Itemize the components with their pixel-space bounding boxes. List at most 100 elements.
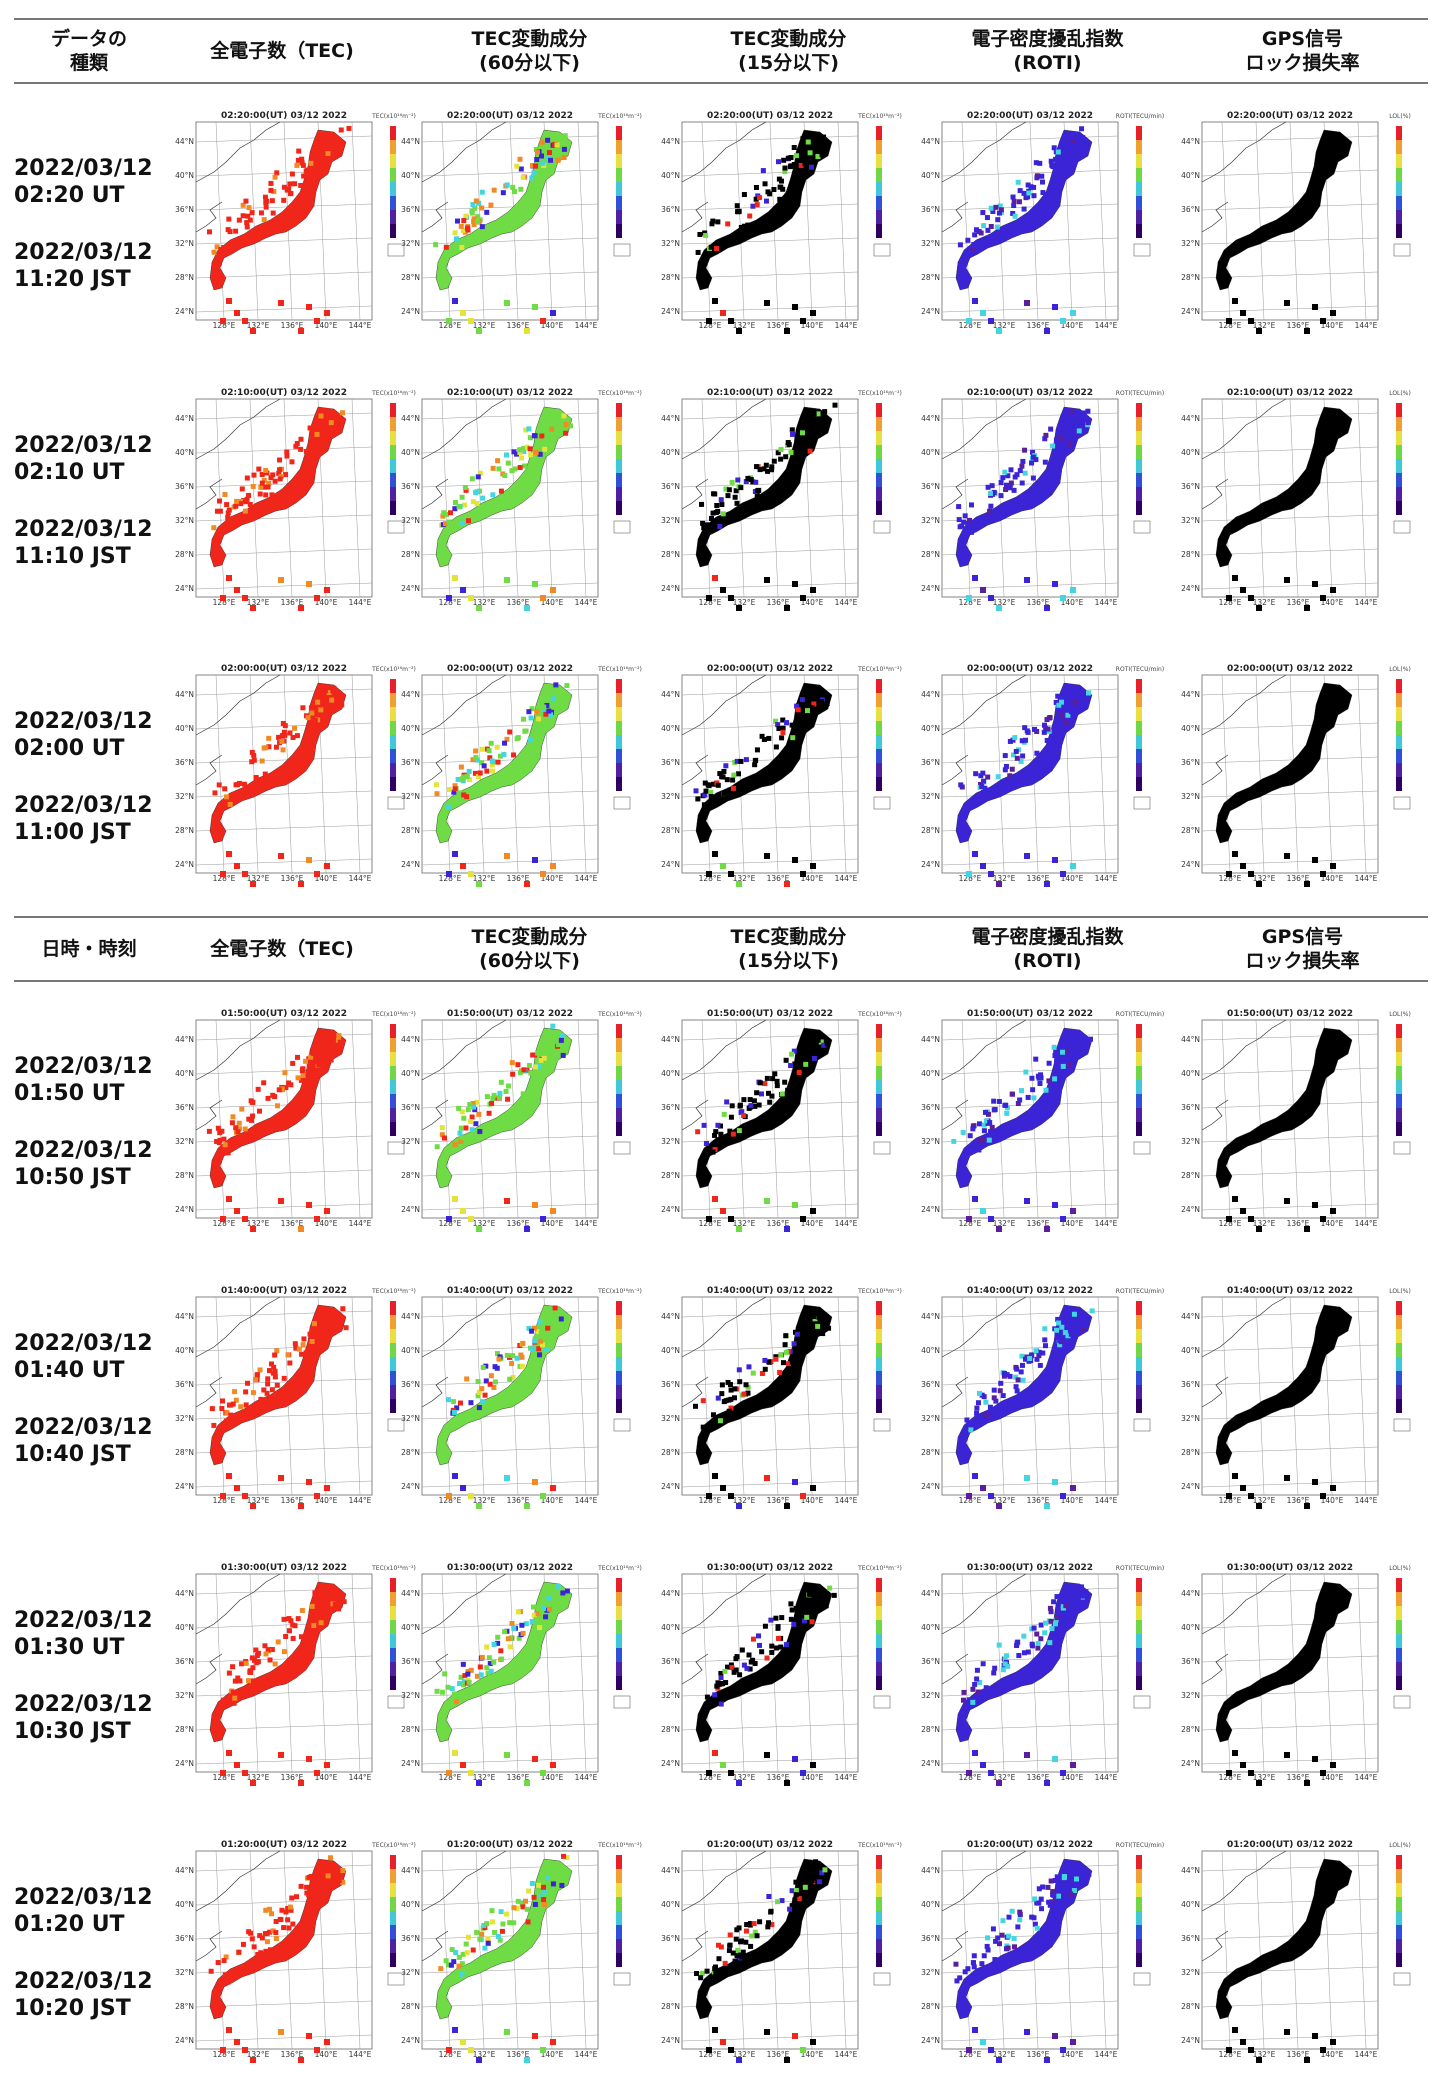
data-cell <box>1070 863 1076 869</box>
data-cell <box>810 2039 816 2045</box>
data-cell <box>961 1689 967 1695</box>
lon-tick: 128°E <box>213 1219 236 1228</box>
data-cell <box>298 182 304 188</box>
data-cell <box>1067 1595 1073 1601</box>
data-cell <box>736 1780 742 1786</box>
data-cell <box>315 166 321 172</box>
colorbar-segment <box>390 459 396 473</box>
data-cell <box>343 1325 349 1331</box>
coastline <box>1201 1019 1287 1081</box>
data-cell <box>520 1904 526 1910</box>
data-cell <box>1051 1892 1057 1898</box>
data-cell <box>971 1953 977 1959</box>
data-cell <box>1248 871 1254 877</box>
data-cell <box>314 1059 320 1065</box>
data-cell <box>806 703 812 709</box>
lon-tick: 128°E <box>439 321 462 330</box>
grid-line <box>195 1587 373 1595</box>
data-cell <box>1034 1925 1040 1931</box>
lat-tick: 36°N <box>175 1934 194 1943</box>
grid-line <box>421 1412 599 1420</box>
data-cell <box>263 204 269 210</box>
data-cell <box>807 448 813 454</box>
lon-tick: 140°E <box>801 1773 824 1782</box>
data-cell <box>1059 699 1065 705</box>
map-title: 01:20:00(UT) 03/12 2022 <box>221 1840 347 1850</box>
data-cell <box>523 728 529 734</box>
data-cell <box>1011 203 1017 209</box>
data-cell <box>452 2027 458 2033</box>
data-cell <box>458 1125 464 1131</box>
map-panel: 01:30:00(UT) 03/12 2022 TEC(x10¹⁶m⁻²)44°N… <box>401 1563 642 1786</box>
grid-line <box>421 480 599 488</box>
data-cell <box>551 1329 557 1335</box>
data-cell <box>524 444 530 450</box>
data-cell <box>258 484 264 490</box>
colorbar-unit: TEC(x10¹⁶m⁻²) <box>371 1842 416 1849</box>
data-cell <box>542 446 548 452</box>
data-cell <box>1066 703 1072 709</box>
data-cell <box>712 491 718 497</box>
data-cell <box>752 1929 758 1935</box>
map-title: 02:20:00(UT) 03/12 2022 <box>707 111 833 121</box>
map-panel: 01:20:00(UT) 03/12 2022 LOL(%)44°N40°N36°… <box>1181 1840 1411 2063</box>
colorbar-unit: ROTI(TECU/min) <box>1116 390 1164 397</box>
data-cell <box>786 155 792 161</box>
colorbar-segment <box>390 224 396 238</box>
data-cell <box>1017 1917 1023 1923</box>
data-cell <box>1054 1058 1060 1064</box>
lat-tick: 32°N <box>401 1968 420 1977</box>
data-cell <box>788 1601 794 1607</box>
data-cell <box>266 735 272 741</box>
lat-tick: 32°N <box>175 1691 194 1700</box>
lat-tick: 40°N <box>401 1623 420 1632</box>
data-cell <box>1226 1493 1232 1499</box>
colorbar-segment <box>876 693 882 707</box>
data-cell <box>720 587 726 593</box>
colorbar-segment <box>1136 1371 1142 1385</box>
data-cell <box>474 489 480 495</box>
data-cell <box>238 501 244 507</box>
grid-line <box>195 1101 373 1109</box>
grid-line <box>1255 1573 1265 1773</box>
colorbar-segment <box>1136 1080 1142 1094</box>
data-cell <box>993 1938 999 1944</box>
data-cell <box>318 1590 324 1596</box>
header-col-dtec60: TEC変動成分 (60分以下) <box>400 918 659 980</box>
data-cell <box>259 758 265 764</box>
data-cell <box>1304 1226 1310 1232</box>
data-cell <box>962 513 968 519</box>
data-cell <box>546 1595 552 1601</box>
data-cell <box>452 298 458 304</box>
lat-tick: 44°N <box>921 1589 940 1598</box>
lon-tick: 136°E <box>767 1219 790 1228</box>
colorbar-segment <box>1136 749 1142 763</box>
data-cell <box>719 502 725 508</box>
grid-line <box>941 582 1119 590</box>
coastline <box>1201 398 1287 460</box>
data-cell <box>327 1855 333 1861</box>
data-cell <box>444 511 450 517</box>
data-cell <box>966 1697 972 1703</box>
data-cell <box>757 467 763 473</box>
data-cell <box>518 166 524 172</box>
data-cell <box>791 145 797 151</box>
grid-line <box>1201 1932 1379 1940</box>
lat-tick: 44°N <box>921 1035 940 1044</box>
grid-line <box>961 1573 971 1773</box>
colorbar-unit: TEC(x10¹⁶m⁻²) <box>857 1288 902 1295</box>
colorbar-segment <box>1136 168 1142 182</box>
data-cell <box>1304 1780 1310 1786</box>
colorbar-segment <box>1136 1315 1142 1329</box>
grid-line <box>249 1850 259 2050</box>
data-cell <box>1021 206 1027 212</box>
grid-line <box>421 2034 599 2042</box>
data-cell <box>230 1114 236 1120</box>
grid-line <box>195 237 373 245</box>
grid-line <box>1201 2034 1379 2042</box>
data-cell <box>1089 1308 1095 1314</box>
data-cell <box>242 1216 248 1222</box>
grid-line <box>195 135 373 143</box>
lat-tick: 28°N <box>921 550 940 559</box>
data-cell <box>446 804 452 810</box>
